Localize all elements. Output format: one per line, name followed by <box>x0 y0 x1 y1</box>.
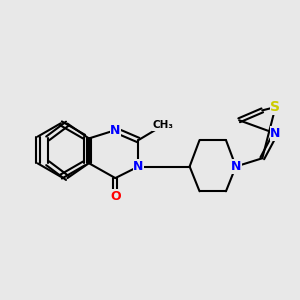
Text: N: N <box>133 160 144 173</box>
Text: N: N <box>231 160 241 173</box>
Text: S: S <box>271 100 281 114</box>
Text: CH₃: CH₃ <box>153 120 174 130</box>
Text: O: O <box>110 190 121 203</box>
Text: N: N <box>110 124 121 137</box>
Text: N: N <box>270 127 281 140</box>
